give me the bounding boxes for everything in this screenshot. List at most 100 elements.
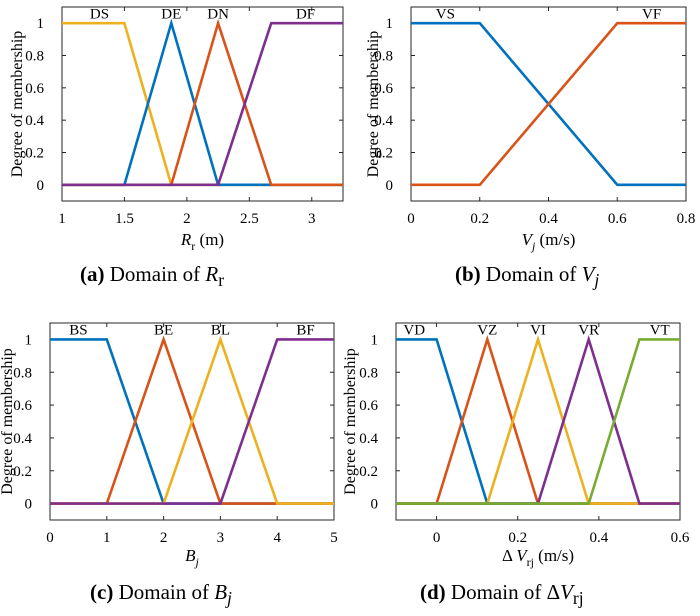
x-tick-label: 0.6 xyxy=(671,530,690,546)
y-tick-label: 0.8 xyxy=(25,49,44,65)
y-axis-label: Degree of membership xyxy=(0,348,16,495)
x-axis-label: Rr (m) xyxy=(180,230,224,253)
y-tick-label: 0 xyxy=(25,497,33,513)
series-label-bl: BL xyxy=(211,322,230,338)
caption-d: (d) Domain of ΔVrj xyxy=(420,580,584,609)
series-line-vi xyxy=(396,334,680,505)
x-axis-label-unit: (m/s) xyxy=(534,546,574,565)
y-tick-label: 0 xyxy=(371,497,379,513)
y-tick-label: 1 xyxy=(371,332,379,348)
series-label-bs: BS xyxy=(69,322,87,338)
x-axis-label-symbol: R xyxy=(180,230,192,249)
caption-d-math: V xyxy=(560,580,573,604)
x-axis-label: Δ Vrj (m/s) xyxy=(502,546,574,569)
y-tick-label: 0.4 xyxy=(13,431,32,447)
x-axis-label-prefix: Δ xyxy=(502,546,516,565)
y-tick-label: 0.2 xyxy=(25,146,44,162)
x-tick-label: 0.4 xyxy=(539,211,558,227)
y-tick-label: 0.8 xyxy=(359,365,378,381)
series-line-vf xyxy=(411,21,686,187)
y-tick-label: 1 xyxy=(25,332,33,348)
y-tick-label: 0.6 xyxy=(374,81,393,97)
caption-a: (a) Domain of Rr xyxy=(80,262,224,291)
x-axis-label-unit: (m/s) xyxy=(535,230,575,249)
x-tick-label: 0 xyxy=(46,530,54,546)
x-tick-label: 1 xyxy=(103,530,111,546)
x-tick-label: 0.4 xyxy=(589,530,608,546)
caption-c-math: B xyxy=(214,580,228,604)
series-line-vt xyxy=(396,338,680,505)
axes-frame xyxy=(395,322,681,521)
series-line-bf xyxy=(50,338,334,505)
series-label-bf: BF xyxy=(296,322,314,338)
caption-a-math-sub: r xyxy=(218,270,225,291)
y-tick-label: 0.2 xyxy=(13,464,32,480)
x-tick-label: 5 xyxy=(330,530,338,546)
series-label-vz: VZ xyxy=(477,322,497,338)
y-tick-label: 0 xyxy=(37,178,45,194)
x-tick-label: 2.5 xyxy=(240,211,259,227)
caption-c: (c) Domain of Bj xyxy=(90,580,232,609)
x-tick-label: 4 xyxy=(273,530,281,546)
caption-c-text: Domain of xyxy=(118,580,215,604)
series-label-df: DF xyxy=(296,6,315,22)
caption-d-math-sub: rj xyxy=(572,588,584,609)
x-axis-label-subscript: rj xyxy=(527,555,534,569)
x-tick-label: 0 xyxy=(433,530,441,546)
x-axis-label-subscript: j xyxy=(194,555,200,569)
series-line-vz xyxy=(396,334,680,505)
series-label-vt: VT xyxy=(650,322,670,338)
x-axis-label-symbol: B xyxy=(185,546,196,565)
x-axis-label-subscript: r xyxy=(191,239,195,253)
y-tick-label: 1 xyxy=(37,16,45,32)
x-tick-label: 0 xyxy=(407,211,415,227)
series-label-vf: VF xyxy=(642,6,661,22)
caption-d-math-prefix: Δ xyxy=(546,580,561,604)
caption-b-text: Domain of xyxy=(485,262,582,286)
caption-a-math: R xyxy=(205,262,219,286)
x-tick-label: 0.2 xyxy=(470,211,489,227)
series-label-vs: VS xyxy=(436,6,455,22)
y-tick-label: 0.4 xyxy=(25,113,44,129)
x-axis-label-symbol: V xyxy=(522,230,535,249)
series-label-dn: DN xyxy=(207,6,229,22)
caption-c-tag: (c) xyxy=(90,580,114,604)
y-tick-label: 0.4 xyxy=(374,113,393,129)
y-tick-label: 0 xyxy=(386,178,394,194)
x-tick-label: 3 xyxy=(308,211,316,227)
caption-d-tag: (d) xyxy=(420,580,446,604)
x-axis-label-subscript: j xyxy=(530,239,536,253)
caption-a-text: Domain of xyxy=(109,262,206,286)
x-axis-label: Vj (m/s) xyxy=(522,230,576,253)
series-label-vr: VR xyxy=(578,322,599,338)
x-tick-label: 0.2 xyxy=(508,530,527,546)
y-axis-label: Degree of membership xyxy=(9,31,26,178)
series-line-vd xyxy=(396,338,680,505)
y-tick-label: 0.6 xyxy=(359,398,378,414)
series-label-be: BE xyxy=(154,322,173,338)
axes-frame xyxy=(61,6,344,202)
x-axis-label-unit: (m) xyxy=(195,230,224,249)
axes-frame xyxy=(49,322,335,521)
y-tick-label: 0.2 xyxy=(374,146,393,162)
y-tick-label: 0.8 xyxy=(374,49,393,65)
x-tick-label: 2 xyxy=(183,211,191,227)
y-axis-label: Degree of membership xyxy=(342,348,359,495)
series-label-ds: DS xyxy=(90,6,109,22)
y-tick-label: 1 xyxy=(386,16,394,32)
x-tick-label: 3 xyxy=(217,530,225,546)
y-tick-label: 0.4 xyxy=(359,431,378,447)
series-label-vd: VD xyxy=(403,322,425,338)
x-axis-label: Bj xyxy=(185,546,199,569)
series-label-de: DE xyxy=(161,6,181,22)
caption-b-math-sub: j xyxy=(594,270,600,291)
x-axis-label-symbol: V xyxy=(516,546,529,565)
series-line-df xyxy=(62,21,343,187)
x-tick-label: 1.5 xyxy=(115,211,134,227)
series-label-vi: VI xyxy=(530,322,546,338)
caption-b: (b) Domain of Vj xyxy=(455,262,599,291)
caption-a-tag: (a) xyxy=(80,262,105,286)
x-tick-label: 0.6 xyxy=(608,211,627,227)
